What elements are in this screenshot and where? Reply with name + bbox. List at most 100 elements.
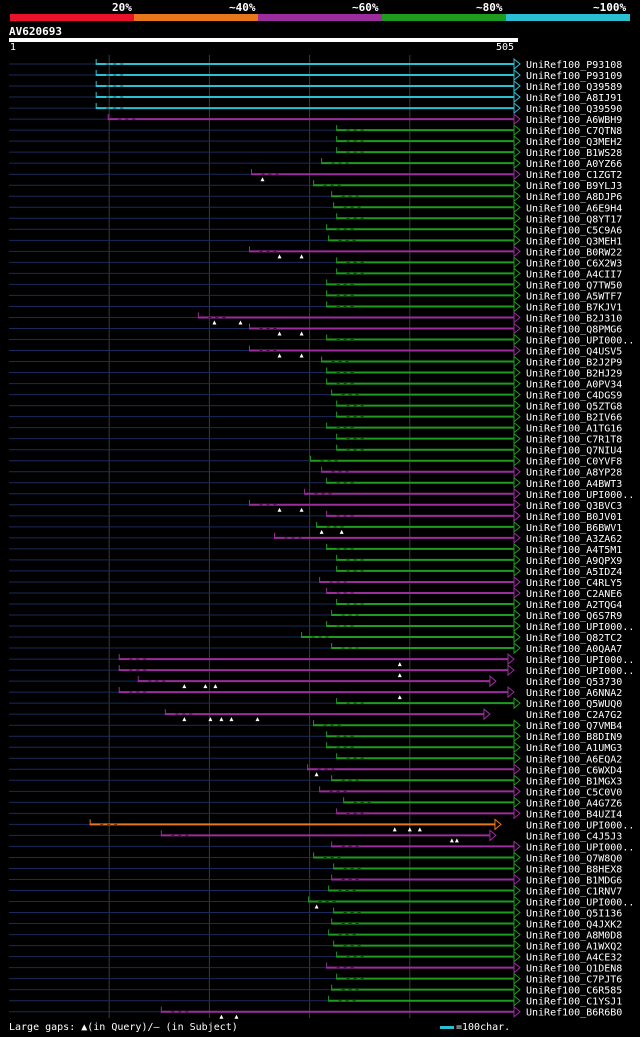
- query-gap-marker: [208, 717, 213, 722]
- hit-end-arrow: [513, 796, 521, 809]
- hit-label: UniRef100_A9QPX9: [526, 556, 622, 567]
- query-gap-marker: [397, 695, 402, 700]
- legend-swatch-green: [382, 14, 506, 21]
- hit-label: UniRef100_Q7W8Q0: [526, 853, 622, 864]
- hit-end-arrow: [513, 862, 521, 875]
- hit-label: UniRef100_A8IJ91: [526, 93, 622, 104]
- hit-end-arrow: [513, 531, 521, 544]
- hit-end-arrow: [513, 245, 521, 258]
- hit-end-arrow: [513, 906, 521, 919]
- hit-end-arrow: [513, 961, 521, 974]
- query-gap-marker: [238, 320, 243, 325]
- hit-end-arrow: [513, 641, 521, 655]
- hit-end-arrow: [513, 586, 521, 600]
- legend-label-40: ~40%: [229, 1, 256, 14]
- hit-label: UniRef100_Q8PMG6: [526, 324, 622, 335]
- hit-label: UniRef100_C6WXD4: [526, 765, 622, 776]
- hit-label: UniRef100_P93108: [526, 60, 622, 71]
- query-gap-marker: [182, 684, 187, 689]
- hit-end-arrow: [513, 465, 521, 478]
- query-gap-marker: [314, 772, 319, 777]
- hit-label: UniRef100_A5IDZ4: [526, 567, 622, 578]
- hit-end-arrow: [513, 168, 521, 181]
- legend-swatch-orange: [134, 14, 258, 21]
- hit-label: UniRef100_P93109: [526, 71, 622, 82]
- query-gap-marker: [299, 353, 304, 358]
- hit-label: UniRef100_C6R585: [526, 986, 622, 997]
- hit-end-arrow: [489, 829, 497, 842]
- footer-gaps-note: Large gaps: ▲(in Query)/– (in Subject): [9, 1022, 238, 1033]
- hit-end-arrow: [513, 443, 521, 456]
- query-gap-marker: [182, 717, 187, 722]
- hit-label: UniRef100_C5C0V0: [526, 787, 622, 798]
- hit-label: UniRef100_A4CII7: [526, 269, 622, 280]
- query-gap-marker: [299, 254, 304, 259]
- hit-end-arrow: [513, 344, 521, 357]
- hit-label: UniRef100_UPI000..: [526, 655, 634, 666]
- query-gap-marker: [277, 507, 282, 512]
- hit-label: UniRef100_Q3BVC3: [526, 501, 622, 512]
- scale-text: =100char.: [456, 1022, 511, 1033]
- hit-label: UniRef100_A0QAA7: [526, 644, 622, 655]
- hit-label: UniRef100_C7QTN8: [526, 126, 622, 137]
- query-gap-marker: [314, 904, 319, 909]
- hit-end-arrow: [507, 686, 515, 699]
- hit-end-arrow: [513, 102, 521, 115]
- hit-end-arrow: [513, 179, 521, 192]
- hit-label: UniRef100_B0RW22: [526, 247, 622, 258]
- hit-end-arrow: [513, 201, 521, 214]
- hit-label: UniRef100_Q3MEH1: [526, 236, 622, 247]
- hit-end-arrow: [513, 498, 521, 511]
- hit-label: UniRef100_C2ANE6: [526, 589, 622, 600]
- hit-end-arrow: [513, 895, 521, 908]
- hit-end-arrow: [513, 575, 521, 589]
- hit-label: UniRef100_B6BWV1: [526, 523, 622, 534]
- hit-end-arrow: [513, 432, 521, 445]
- legend-label-100: ~100%: [593, 1, 627, 14]
- hit-end-arrow: [513, 774, 521, 787]
- hit-label: UniRef100_C1RNV7: [526, 887, 622, 898]
- legend-swatch-purple: [258, 14, 382, 21]
- hit-end-arrow: [513, 476, 521, 489]
- hit-label: UniRef100_B8DIN9: [526, 732, 622, 743]
- query-gap-marker: [219, 717, 224, 722]
- hit-label: UniRef100_UPI000..: [526, 490, 634, 501]
- hit-label: UniRef100_Q1DEN8: [526, 964, 622, 975]
- hit-end-arrow: [513, 741, 521, 754]
- hit-label: UniRef100_A1UMG3: [526, 743, 622, 754]
- hit-end-arrow: [513, 752, 521, 765]
- hit-end-arrow: [489, 675, 497, 688]
- hit-label: UniRef100_A4BWT3: [526, 479, 622, 490]
- hit-label: UniRef100_C1YSJ1: [526, 997, 622, 1008]
- hit-end-arrow: [513, 884, 521, 897]
- hit-label: UniRef100_A6NNA2: [526, 688, 622, 699]
- hit-end-arrow: [494, 818, 502, 831]
- hit-label: UniRef100_B1MDG6: [526, 875, 622, 886]
- query-gap-marker: [203, 684, 208, 689]
- query-gap-marker: [339, 529, 344, 534]
- hit-label: UniRef100_A1TG16: [526, 424, 622, 435]
- legend-label-80: ~80%: [476, 1, 503, 14]
- hit-end-arrow: [513, 267, 521, 280]
- hit-end-arrow: [513, 300, 521, 313]
- hit-end-arrow: [513, 124, 521, 137]
- hit-end-arrow: [513, 223, 521, 236]
- hit-end-arrow: [513, 421, 521, 434]
- query-gap-marker: [219, 1014, 224, 1019]
- query-gap-marker: [397, 662, 402, 667]
- hit-end-arrow: [513, 939, 521, 952]
- query-gap-marker: [234, 1014, 239, 1019]
- hit-end-arrow: [513, 355, 521, 368]
- scale-bar: [440, 1025, 454, 1029]
- hit-end-arrow: [513, 333, 521, 346]
- hit-label: UniRef100_C4J5J3: [526, 831, 622, 842]
- hit-label: UniRef100_A4G7Z6: [526, 798, 622, 809]
- footer-scale: =100char.: [440, 1022, 510, 1033]
- hit-label: UniRef100_UPI000..: [526, 622, 634, 633]
- hit-label: UniRef100_Q4JXK2: [526, 920, 622, 931]
- hit-label: UniRef100_B9YLJ3: [526, 181, 622, 192]
- hit-label: UniRef100_C4DGS9: [526, 391, 622, 402]
- hit-label: UniRef100_B7KJV1: [526, 302, 622, 313]
- ruler-start-label: 1: [10, 42, 17, 53]
